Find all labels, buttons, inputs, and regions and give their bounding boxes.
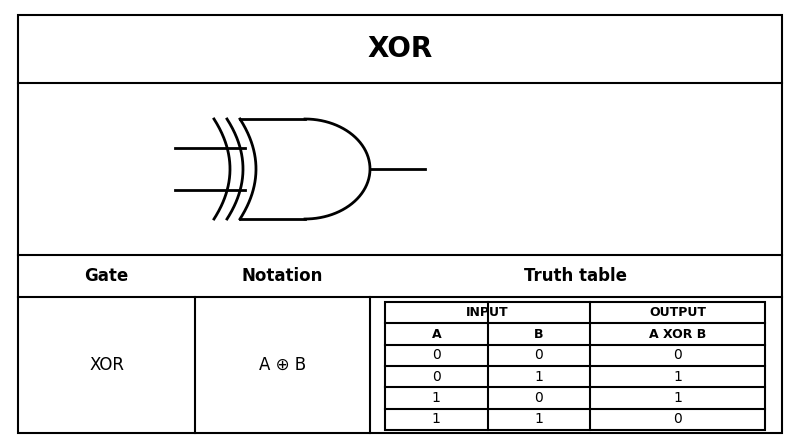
Text: 0: 0 [432,348,441,362]
Text: A: A [431,328,441,340]
Text: XOR: XOR [367,35,433,63]
Text: 1: 1 [432,391,441,405]
Text: 1: 1 [673,370,682,384]
Text: Gate: Gate [84,267,129,285]
Text: 1: 1 [534,370,543,384]
Text: 1: 1 [432,413,441,426]
Text: 0: 0 [674,348,682,362]
Text: INPUT: INPUT [466,306,509,319]
Text: 1: 1 [673,391,682,405]
Text: 1: 1 [534,413,543,426]
Text: A XOR B: A XOR B [649,328,706,340]
Text: 0: 0 [432,370,441,384]
Text: 0: 0 [674,413,682,426]
Text: XOR: XOR [89,356,124,374]
Text: B: B [534,328,544,340]
Text: Notation: Notation [242,267,323,285]
Text: OUTPUT: OUTPUT [649,306,706,319]
Text: A ⊕ B: A ⊕ B [259,356,306,374]
Text: Truth table: Truth table [525,267,627,285]
Text: 0: 0 [534,348,543,362]
Text: 0: 0 [534,391,543,405]
